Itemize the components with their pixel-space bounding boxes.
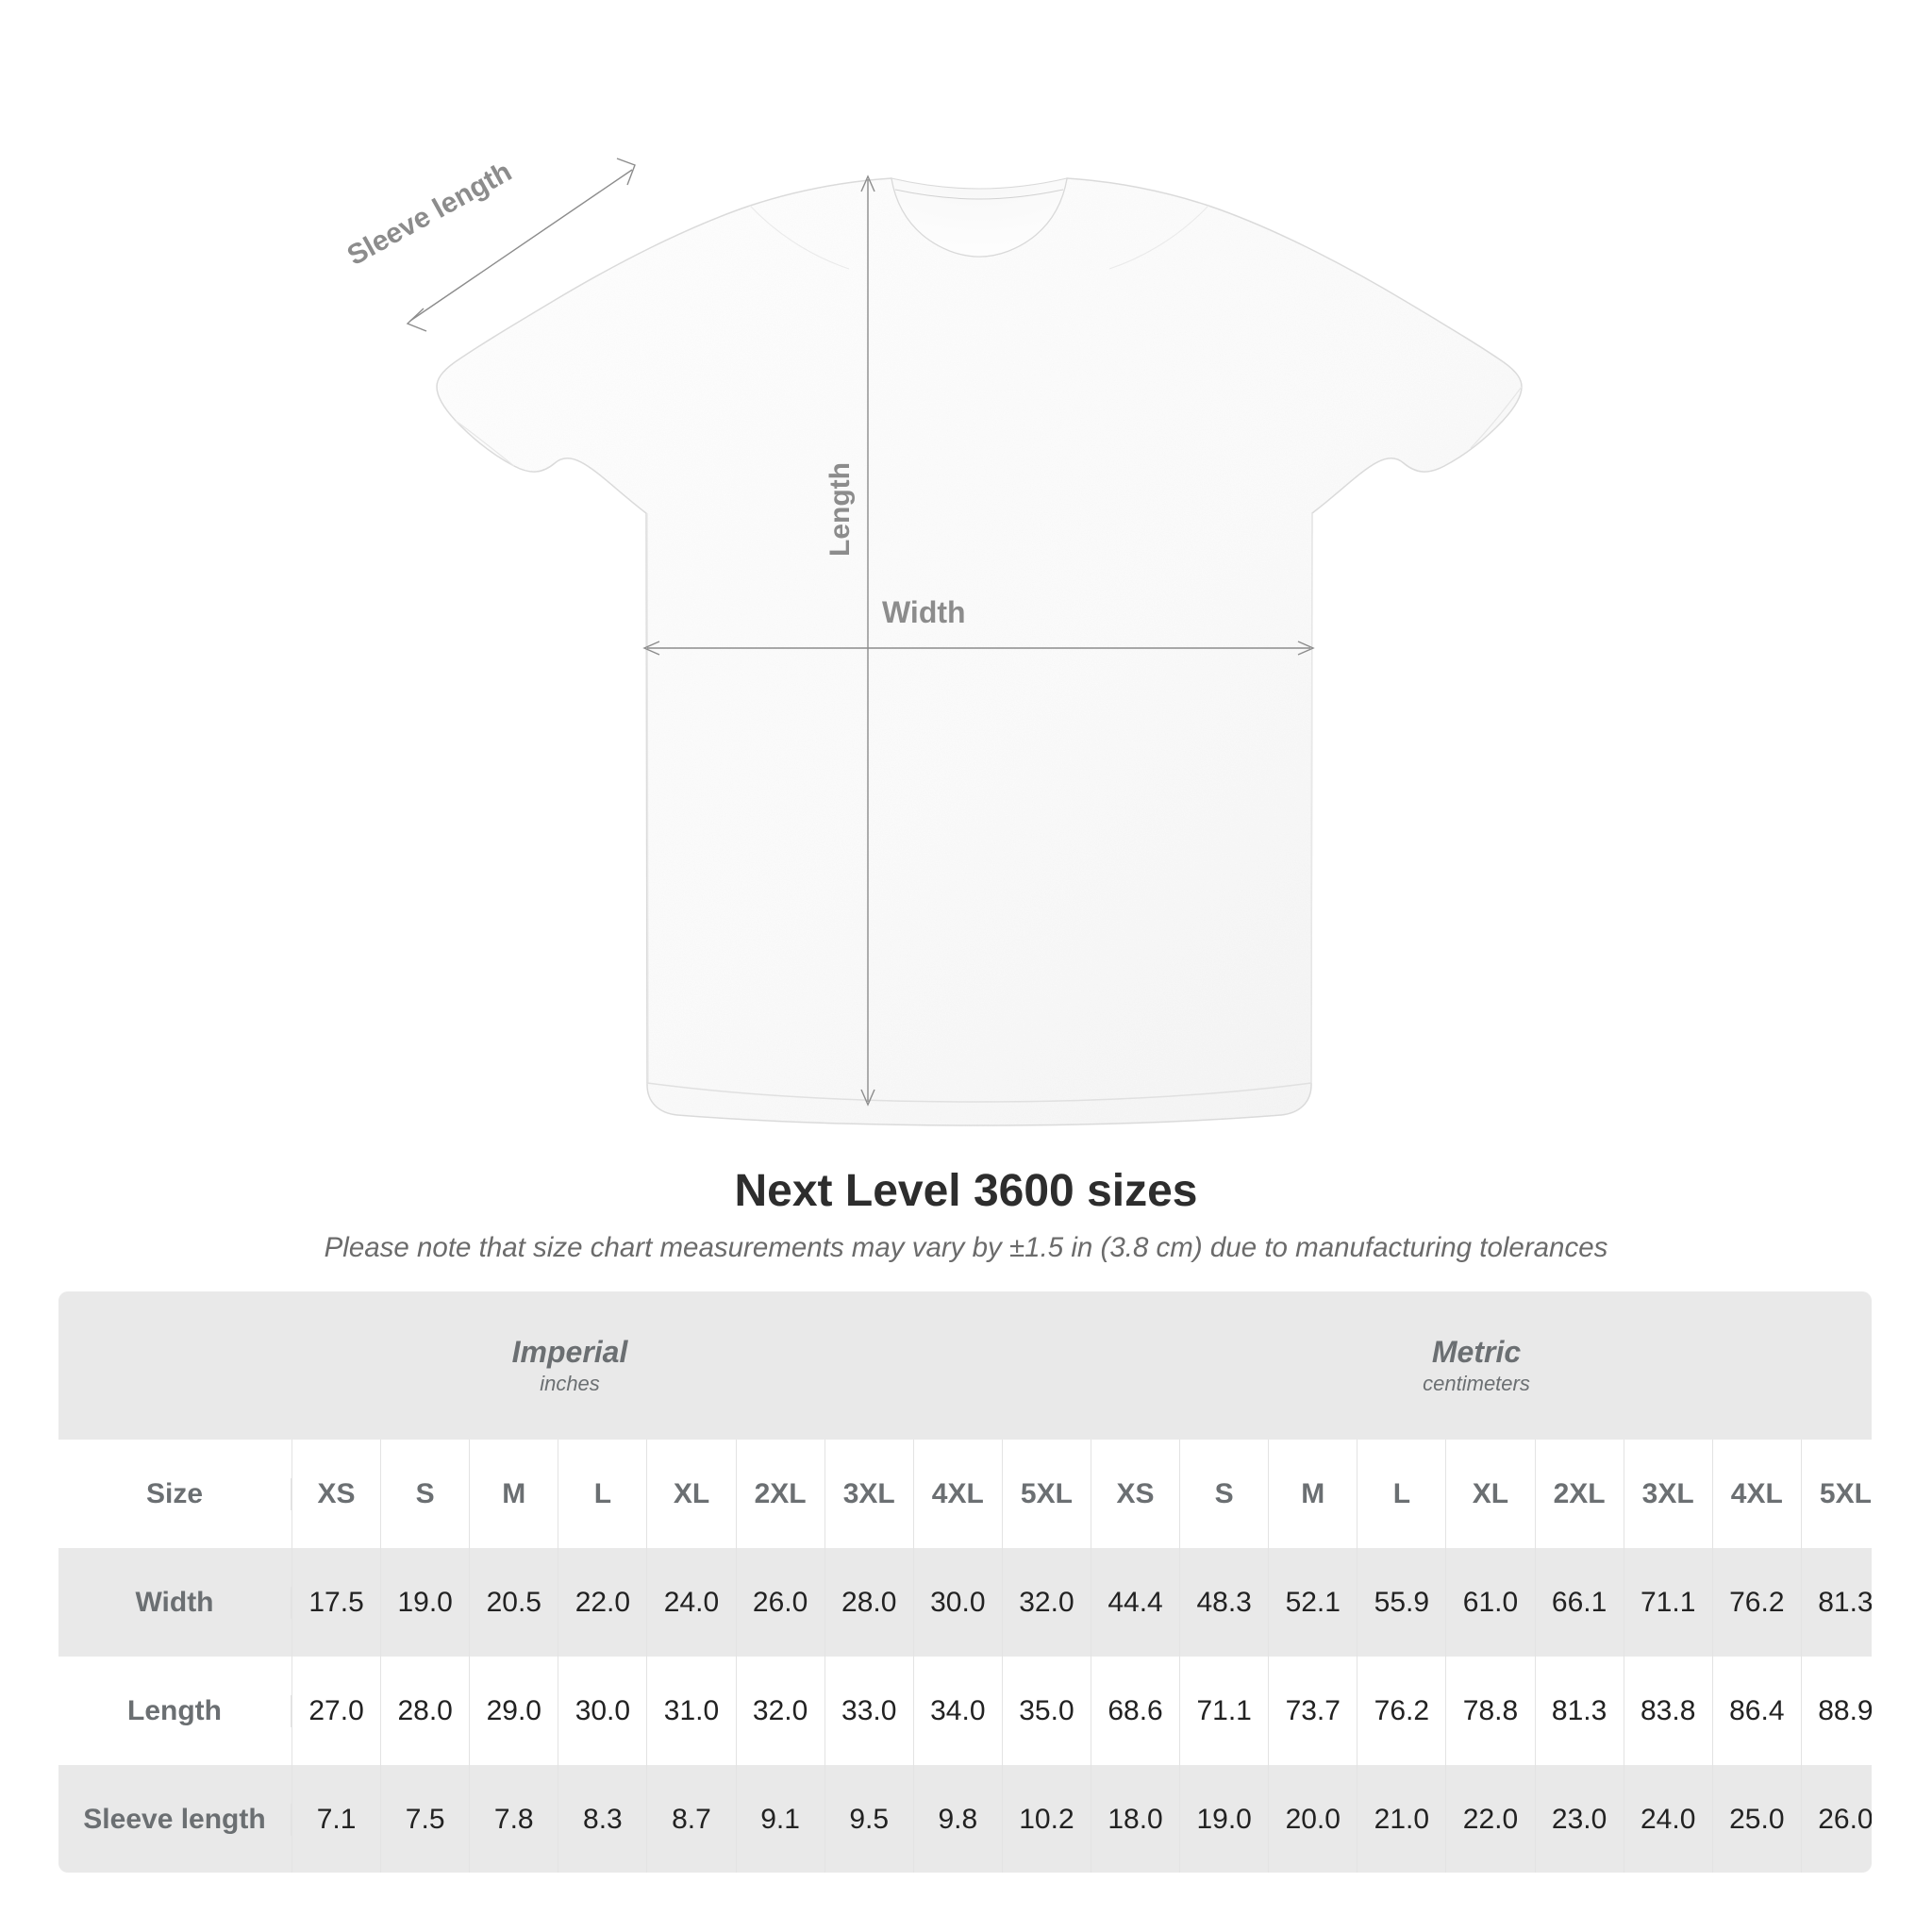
svg-text:Width: Width <box>882 595 966 629</box>
svg-text:Length: Length <box>824 462 856 557</box>
svg-text:Sleeve length: Sleeve length <box>342 156 517 272</box>
